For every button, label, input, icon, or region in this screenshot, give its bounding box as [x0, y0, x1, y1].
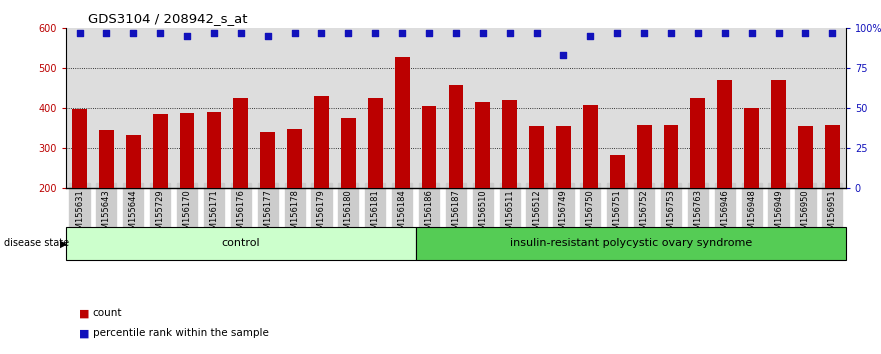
Text: insulin-resistant polycystic ovary syndrome: insulin-resistant polycystic ovary syndr… [509, 238, 751, 249]
Point [557, 53, 571, 58]
Bar [287, 130, 302, 188]
Bar [152, 114, 167, 188]
Point [664, 30, 678, 36]
Point [207, 30, 221, 36]
Bar [717, 80, 732, 188]
Bar [206, 112, 221, 188]
Point [448, 30, 463, 36]
Point [825, 30, 840, 36]
Point [718, 30, 732, 36]
Point [772, 30, 786, 36]
Point [611, 30, 625, 36]
Point [476, 30, 490, 36]
Point [341, 30, 355, 36]
Text: control: control [221, 238, 260, 249]
Bar [663, 125, 678, 188]
Bar [556, 126, 571, 188]
Point [153, 30, 167, 36]
Text: count: count [93, 308, 122, 318]
Point [315, 30, 329, 36]
Bar [529, 126, 544, 188]
Bar [825, 125, 840, 188]
Point [691, 30, 705, 36]
Bar [744, 108, 759, 188]
Point [529, 30, 544, 36]
Bar [502, 99, 517, 188]
Point [798, 30, 812, 36]
Point [72, 30, 86, 36]
Text: GDS3104 / 208942_s_at: GDS3104 / 208942_s_at [88, 12, 248, 25]
Bar [315, 96, 329, 188]
Bar [99, 130, 114, 188]
Bar [771, 80, 786, 188]
Point [261, 34, 275, 39]
Text: percentile rank within the sample: percentile rank within the sample [93, 329, 269, 338]
Bar [72, 109, 87, 188]
Point [180, 34, 194, 39]
Point [395, 30, 409, 36]
Bar [798, 126, 813, 188]
Bar [422, 105, 436, 188]
Bar [476, 102, 490, 188]
Bar [126, 136, 141, 188]
Bar [233, 98, 248, 188]
Bar [341, 118, 356, 188]
Text: ▶: ▶ [60, 238, 68, 249]
Point [744, 30, 759, 36]
Bar [260, 132, 275, 188]
Bar [180, 113, 195, 188]
Point [637, 30, 651, 36]
Bar [395, 57, 410, 188]
Bar [691, 98, 706, 188]
Bar [368, 98, 382, 188]
Bar [637, 125, 652, 188]
Point [100, 30, 114, 36]
Point [287, 30, 301, 36]
Point [503, 30, 517, 36]
Bar [583, 105, 597, 188]
Point [422, 30, 436, 36]
Text: ■: ■ [79, 308, 90, 318]
Point [368, 30, 382, 36]
Point [583, 34, 597, 39]
Text: ■: ■ [79, 329, 90, 338]
Bar [610, 155, 625, 188]
Bar [448, 85, 463, 188]
Point [126, 30, 140, 36]
Text: disease state: disease state [4, 238, 70, 249]
Point [233, 30, 248, 36]
